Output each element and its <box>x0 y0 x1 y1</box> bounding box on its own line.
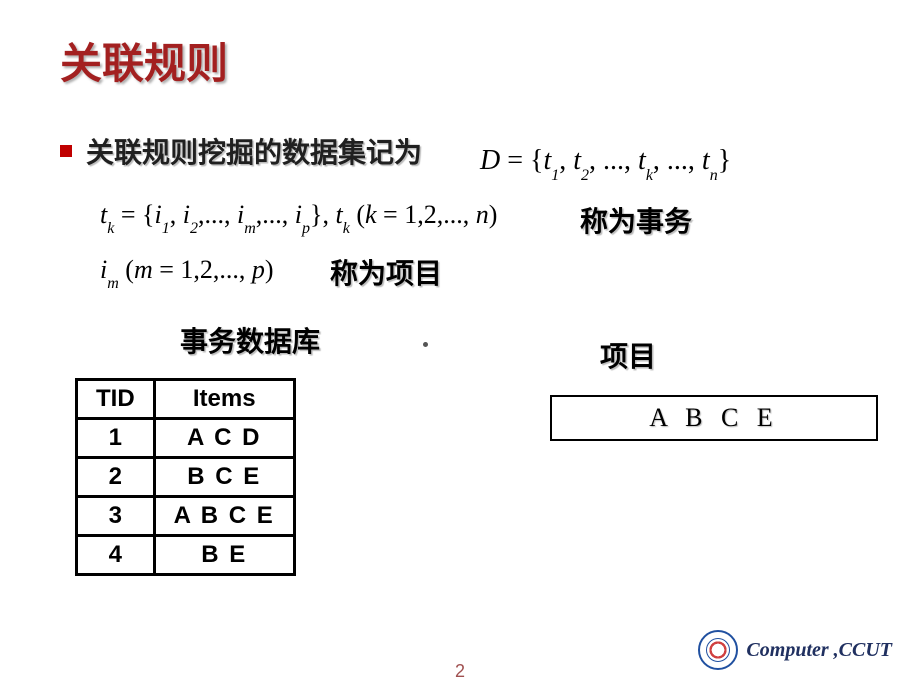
slide-title: 关联规则 <box>60 30 860 91</box>
formula-tk: tk = {i1, i2,..., im,..., ip}, tk (k = 1… <box>100 200 497 234</box>
table-row: 4 B E <box>77 536 295 575</box>
footer-text: Computer ,CCUT <box>746 639 892 662</box>
bullet-text: 关联规则挖掘的数据集记为 <box>86 131 422 171</box>
table-header-row: TID Items <box>77 380 295 419</box>
col-items: Items <box>154 380 294 419</box>
page-number: 2 <box>455 661 465 682</box>
items-label: 项目 <box>600 335 656 375</box>
cell-items: B C E <box>154 458 294 497</box>
database-label: 事务数据库 <box>180 320 320 360</box>
cell-items: A C D <box>154 419 294 458</box>
label-transaction: 称为事务 <box>580 200 692 240</box>
cell-tid: 3 <box>77 497 155 536</box>
col-tid: TID <box>77 380 155 419</box>
table-row: 3 A B C E <box>77 497 295 536</box>
table-row: 2 B C E <box>77 458 295 497</box>
cell-tid: 2 <box>77 458 155 497</box>
bullet-row: 关联规则挖掘的数据集记为 <box>60 131 860 171</box>
cell-items: B E <box>154 536 294 575</box>
logo-icon <box>698 630 738 670</box>
footer: Computer ,CCUT <box>698 630 892 670</box>
bullet-icon <box>60 145 72 157</box>
formula-im: im (m = 1,2,..., p) <box>100 255 274 289</box>
cell-tid: 1 <box>77 419 155 458</box>
item-set-box: A B C E <box>550 395 878 441</box>
cell-items: A B C E <box>154 497 294 536</box>
table-row: 1 A C D <box>77 419 295 458</box>
slide: 关联规则 关联规则挖掘的数据集记为 D = {t1, t2, ..., tk, … <box>0 0 920 690</box>
dot-marker <box>423 342 428 347</box>
cell-tid: 4 <box>77 536 155 575</box>
label-item: 称为项目 <box>330 252 442 292</box>
transaction-table: TID Items 1 A C D 2 B C E 3 A B C E 4 B … <box>75 378 296 576</box>
formula-D: D = {t1, t2, ..., tk, ..., tn} <box>480 145 731 181</box>
